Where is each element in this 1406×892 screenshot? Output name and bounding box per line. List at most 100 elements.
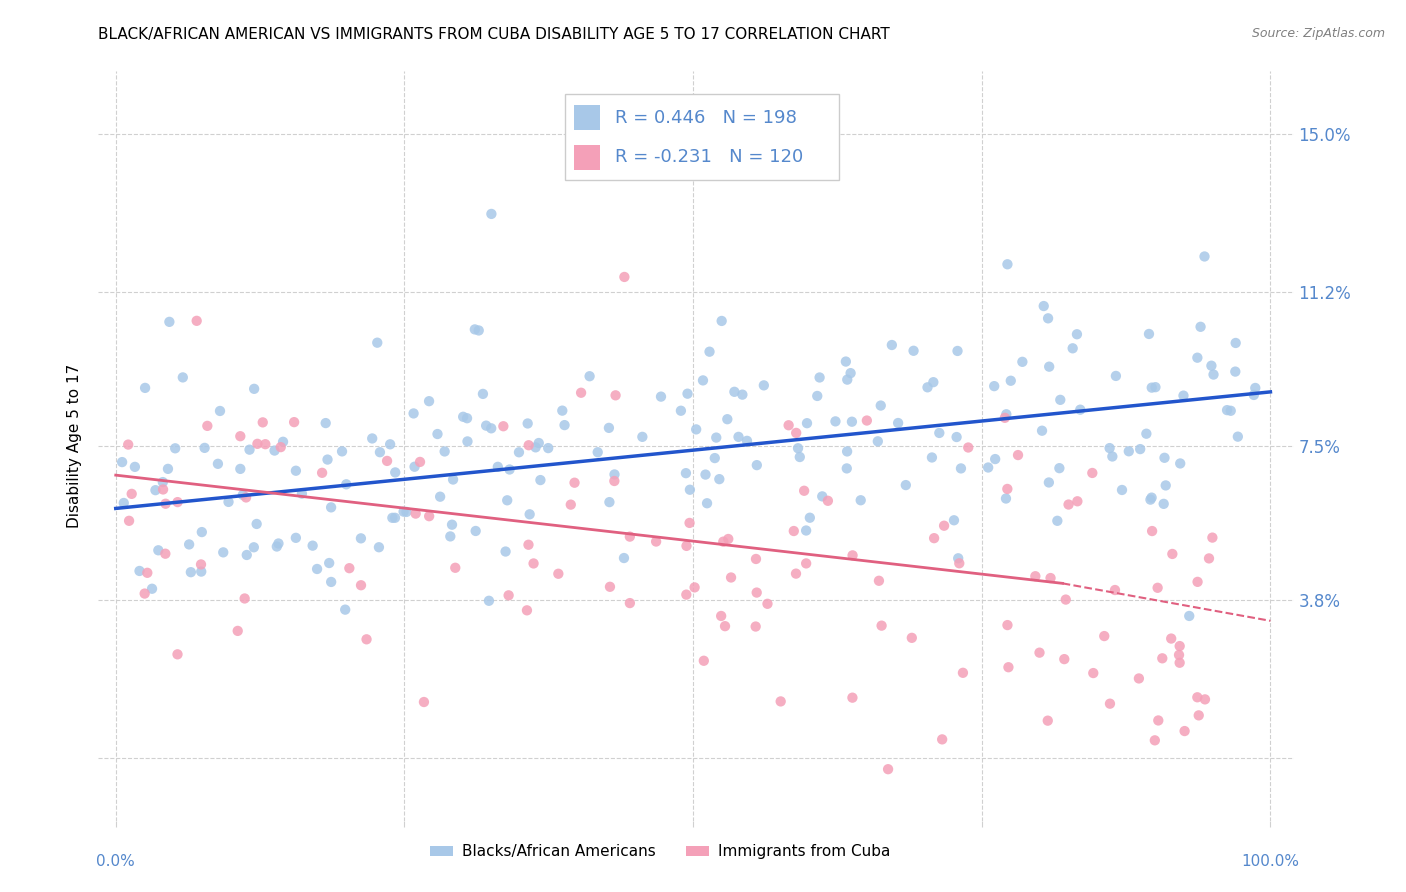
Point [605,388,627,402]
Point [835,354,858,368]
Point [841,415,863,429]
Point [877,762,900,776]
Point [218,495,240,509]
Point [516,603,538,617]
Point [1168,639,1191,653]
Point [983,379,1005,393]
Point [172,370,194,384]
Point [1189,319,1212,334]
Point [350,532,373,546]
Point [714,619,737,633]
Point [464,524,486,538]
Point [903,343,925,358]
Point [157,315,180,329]
Point [997,618,1019,632]
Point [529,473,551,487]
Point [1049,392,1071,407]
Point [1000,374,1022,388]
Point [603,467,626,482]
Point [368,541,391,555]
Point [1173,389,1195,403]
Point [1069,402,1091,417]
Point [270,440,292,454]
Point [1243,388,1265,402]
Point [695,467,717,482]
Point [186,314,208,328]
Point [887,416,910,430]
Point [316,452,339,467]
Point [212,545,235,559]
Point [236,548,259,562]
Point [922,375,945,389]
Point [928,425,950,440]
Point [252,416,274,430]
Point [603,474,626,488]
Point [866,434,889,449]
Point [1152,651,1174,665]
Point [793,483,815,498]
Point [1144,380,1167,394]
Point [835,461,858,475]
Point [569,385,592,400]
Point [943,513,966,527]
Point [136,566,159,580]
Point [522,557,544,571]
Point [696,496,718,510]
Point [745,458,768,472]
Point [560,498,582,512]
Point [949,461,972,475]
Point [997,660,1019,674]
Point [1154,478,1177,492]
Point [1153,497,1175,511]
Point [451,409,474,424]
Point [1140,491,1163,505]
Point [1153,450,1175,465]
Point [1225,335,1247,350]
Point [418,394,440,409]
Text: 0.0%: 0.0% [97,854,135,869]
Point [311,466,333,480]
Point [516,417,538,431]
Point [284,531,307,545]
Point [789,450,811,464]
Point [243,541,266,555]
Point [1194,250,1216,264]
Point [498,588,520,602]
Point [745,552,768,566]
Point [121,487,143,501]
Point [799,510,821,524]
Point [409,455,432,469]
Point [1143,733,1166,747]
Point [756,597,779,611]
Point [1066,494,1088,508]
Point [868,574,890,588]
Point [1226,430,1249,444]
Point [418,509,440,524]
Point [517,538,540,552]
Point [375,454,398,468]
Point [619,530,641,544]
Point [839,366,862,380]
Point [1188,708,1211,723]
Point [1178,609,1201,624]
Point [1140,381,1163,395]
Point [301,539,323,553]
Point [405,507,427,521]
Point [229,429,252,443]
Point [952,665,974,680]
Point [995,482,1018,496]
Point [267,536,290,550]
Point [384,510,406,524]
Point [404,459,426,474]
Point [578,369,600,384]
Text: R = 0.446   N = 198: R = 0.446 N = 198 [614,109,797,127]
Point [246,516,269,531]
Point [254,437,277,451]
Point [395,505,418,519]
Point [381,511,404,525]
Point [492,419,515,434]
Point [1066,327,1088,342]
Point [1146,581,1168,595]
Point [711,534,734,549]
Point [291,486,314,500]
